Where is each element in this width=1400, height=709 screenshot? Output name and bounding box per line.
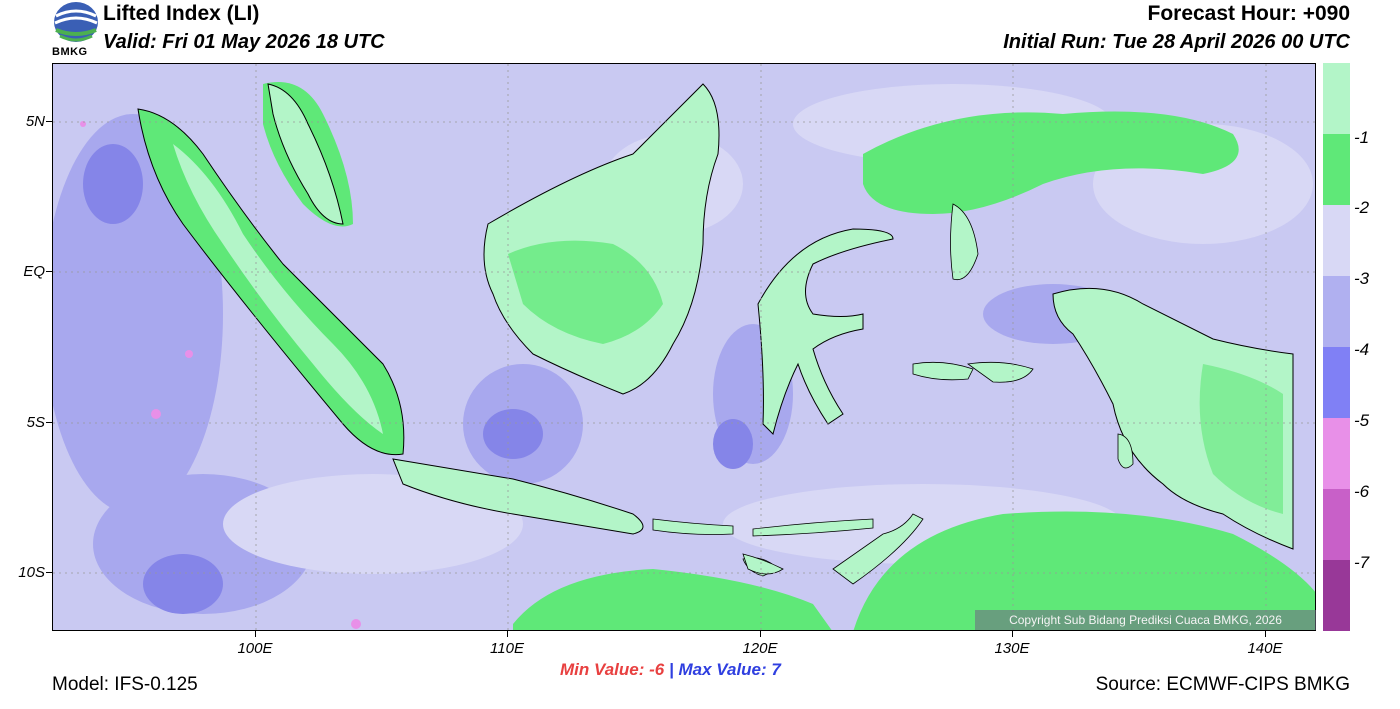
- logo-text: BMKG: [52, 46, 88, 58]
- lat-tick: [46, 422, 52, 423]
- lon-tick: [1265, 631, 1266, 637]
- lon-label-120e: 120E: [742, 640, 778, 657]
- initial-run: Initial Run: Tue 28 April 2026 00 UTC: [1003, 31, 1350, 53]
- map-title: Lifted Index (LI): [103, 2, 260, 25]
- lon-tick: [507, 631, 508, 637]
- max-label: Max Value:: [678, 660, 767, 679]
- lat-tick: [46, 271, 52, 272]
- legend-swatch-0: [1323, 63, 1350, 135]
- lat-label-eq: EQ: [23, 263, 45, 280]
- min-max-values: Min Value: -6 | Max Value: 7: [560, 660, 781, 680]
- legend-swatch-5: [1323, 418, 1350, 490]
- lon-label-100e: 100E: [237, 640, 273, 657]
- lat-tick: [46, 121, 52, 122]
- legend-colorbar: [1323, 63, 1350, 632]
- min-label: Min Value:: [560, 660, 645, 679]
- source-label: Source: ECMWF-CIPS BMKG: [1095, 674, 1350, 695]
- lon-tick: [1012, 631, 1013, 637]
- forecast-hour: Forecast Hour: +090: [1147, 2, 1351, 25]
- legend-label: -1: [1354, 128, 1370, 147]
- bmkg-logo: [52, 0, 100, 60]
- max-value: 7: [771, 660, 781, 679]
- legend-swatch-2: [1323, 205, 1350, 277]
- lon-label-130e: 130E: [994, 640, 1030, 657]
- lon-label-140e: 140E: [1247, 640, 1283, 657]
- separator: |: [668, 660, 674, 679]
- legend-swatch-6: [1323, 489, 1350, 561]
- lifted-index-map: [52, 63, 1316, 631]
- lat-label-5s: 5S: [26, 414, 45, 431]
- lat-label-10s: 10S: [18, 564, 45, 581]
- legend-swatch-7: [1323, 560, 1350, 632]
- model-label: Model: IFS-0.125: [52, 674, 198, 695]
- lon-label-110e: 110E: [490, 640, 524, 657]
- legend-swatch-4: [1323, 347, 1350, 419]
- legend-label: -6: [1354, 482, 1370, 501]
- lat-label-5n: 5N: [25, 113, 45, 130]
- legend-label: -7: [1354, 553, 1370, 572]
- min-value: -6: [649, 660, 665, 679]
- lat-tick: [46, 572, 52, 573]
- legend-label: -5: [1354, 411, 1370, 430]
- map-canvas: [53, 64, 1315, 630]
- legend-svg: [1323, 63, 1350, 632]
- legend-label: -2: [1354, 198, 1370, 217]
- copyright-notice: Copyright Sub Bidang Prediksi Cuaca BMKG…: [975, 610, 1316, 630]
- legend-label: -4: [1354, 340, 1370, 359]
- legend-swatch-1: [1323, 134, 1350, 206]
- legend-swatch-3: [1323, 276, 1350, 348]
- lon-tick: [760, 631, 761, 637]
- valid-time: Valid: Fri 01 May 2026 18 UTC: [103, 31, 385, 53]
- lon-tick: [255, 631, 256, 637]
- legend-label: -3: [1354, 269, 1370, 288]
